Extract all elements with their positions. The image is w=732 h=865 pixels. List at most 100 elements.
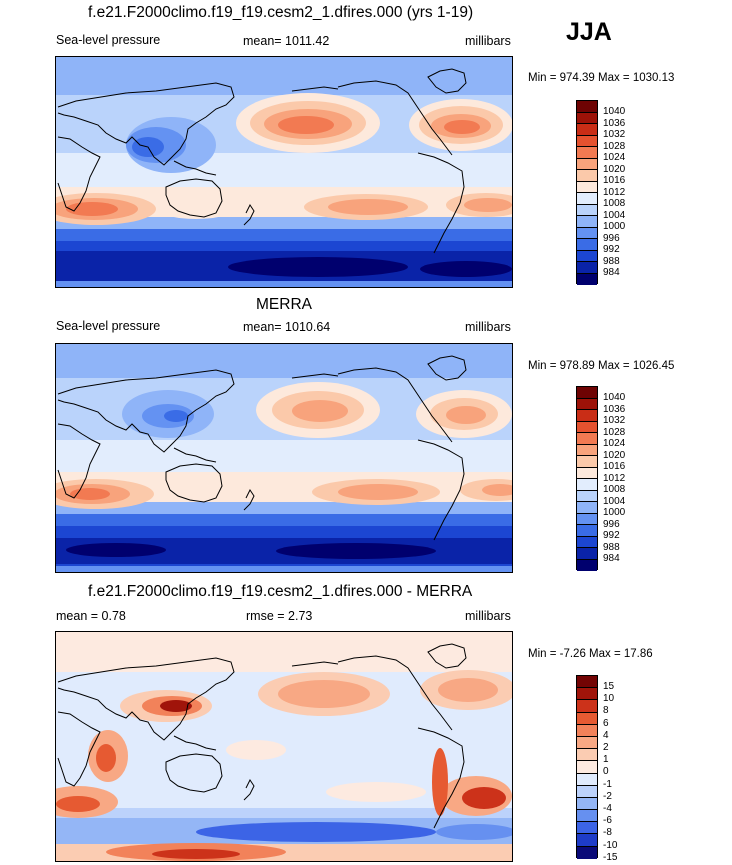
- panel1-cbar-tick: 984: [603, 267, 620, 278]
- panel3-cbar-swatch: [577, 822, 597, 835]
- panel2-indian-high-core: [70, 488, 110, 500]
- panel2-spac-high-core: [338, 484, 418, 500]
- panel3-units-label: millibars: [465, 609, 511, 623]
- panel3-satl-core: [462, 787, 506, 809]
- panel1-cbar-tick: 1000: [603, 221, 626, 232]
- panel2-cbar-swatch: [577, 433, 597, 445]
- panel2-title: MERRA: [256, 296, 312, 313]
- panel2-cbar-swatch: [577, 467, 597, 479]
- panel3-sw-indian-core: [56, 796, 100, 812]
- panel1-indian-high-core: [66, 202, 118, 216]
- panel1-minmax: Min = 974.39 Max = 1030.13: [528, 72, 675, 84]
- panel1-map-svg: [56, 57, 512, 287]
- panel2-mean-label: mean= 1010.64: [243, 320, 331, 334]
- panel3-cbar-tick: 15: [603, 681, 615, 692]
- panel2-cbar-swatch: [577, 456, 597, 468]
- panel3-southern-negative-2: [436, 824, 512, 840]
- panel1-cbar-swatch: [577, 181, 597, 193]
- panel1-cbar-tick: 1004: [603, 209, 626, 221]
- panel3-antarctic-core: [152, 849, 240, 859]
- panel2-cbar-swatch: [577, 387, 597, 399]
- panel2-map: [55, 343, 513, 573]
- panel3-cbar-swatch: [577, 785, 597, 798]
- panel1-cbar-swatch: [577, 170, 597, 182]
- panel2-cbar-swatch: [577, 444, 597, 456]
- panel1-cbar-swatch: [577, 204, 597, 216]
- panel3-cbar-swatch: [577, 834, 597, 847]
- panel2-asian-low-core: [164, 410, 188, 422]
- panel1-cbar-swatch: [577, 227, 597, 239]
- panel3-mean-label: mean = 0.78: [56, 609, 126, 623]
- panel1-cbar-tick: 1040: [603, 106, 626, 117]
- panel2-cbar-tick: 1032: [603, 415, 626, 426]
- panel2-cbar-swatch: [577, 559, 597, 571]
- panel1-cbar-swatch: [577, 273, 597, 285]
- panel3-map-svg: [56, 632, 512, 861]
- panel1-tropical-band: [56, 153, 512, 191]
- panel2-cbar-swatch: [577, 410, 597, 422]
- panel2-cbar-swatch: [577, 479, 597, 491]
- panel2-cbar-swatch: [577, 536, 597, 548]
- panel3-title: f.e21.F2000climo.f19_f19.cesm2_1.dfires.…: [88, 583, 473, 600]
- panel3-cbar-swatch: [577, 749, 597, 762]
- panel2-cbar-tick: 1004: [603, 495, 626, 507]
- panel3-northern-band: [56, 632, 512, 672]
- panel1-cbar-swatch: [577, 262, 597, 274]
- panel3-cbar-swatch: [577, 700, 597, 713]
- panel1-satl-high-core: [464, 198, 512, 212]
- panel2-cbar-tick: 988: [603, 541, 620, 553]
- panel1-cbar-tick: 1008: [603, 198, 626, 209]
- panel1-mean-label: mean= 1011.42: [243, 34, 330, 48]
- panel3-coastlines: [57, 643, 467, 829]
- panel3-cbar-tick: 4: [603, 729, 609, 741]
- panel3-cbar-swatch: [577, 676, 597, 689]
- panel1-cbar-swatch: [577, 135, 597, 147]
- panel1-cbar-swatch: [577, 101, 597, 113]
- panel3-southern-negative: [196, 822, 436, 842]
- panel2-minmax: Min = 978.89 Max = 1026.45: [528, 360, 675, 372]
- panel3-cbar-tick: -4: [603, 803, 612, 814]
- panel1-cbar-swatch: [577, 158, 597, 170]
- panel3-cbar-swatch: [577, 688, 597, 701]
- panel2-map-svg: [56, 344, 512, 572]
- panel3-cbar-swatch: [577, 846, 597, 859]
- panel1-cbar-tick: 1028: [603, 140, 626, 152]
- panel1-map: [55, 56, 513, 288]
- panel3-npac-pos-core: [278, 680, 370, 708]
- panel3-cbar-swatch: [577, 773, 597, 786]
- panel1-cbar-tick: 1016: [603, 175, 626, 186]
- panel2-cbar-tick: 1036: [603, 403, 626, 415]
- panel2-cbar-swatch: [577, 398, 597, 410]
- panel3-cbar-tick: -1: [603, 778, 612, 790]
- panel2-cbar-swatch: [577, 513, 597, 525]
- panel1-title: f.e21.F2000climo.f19_f19.cesm2_1.dfires.…: [88, 4, 474, 21]
- panel1-antarctic-edge: [56, 281, 512, 287]
- panel1-cbar-tick: 1020: [603, 163, 626, 175]
- panel3-colorbar: [576, 675, 598, 859]
- panel3-cbar-swatch: [577, 724, 597, 737]
- panel1-colorbar: [576, 100, 598, 285]
- panel3-spac-weak: [326, 782, 426, 802]
- panel2-cbar-tick: 1012: [603, 472, 626, 484]
- panel1-cbar-swatch: [577, 216, 597, 228]
- panel2-cbar-tick: 1020: [603, 449, 626, 461]
- season-label: JJA: [566, 18, 612, 46]
- panel3-cbar-tick: -10: [603, 839, 618, 851]
- panel3-cbar-swatch: [577, 712, 597, 725]
- panel2-satl-high-core: [482, 484, 512, 496]
- panel3-tibet-core: [160, 700, 192, 712]
- panel3-cbar-tick: 2: [603, 742, 609, 753]
- panel2-cbar-tick: 1024: [603, 438, 626, 449]
- panel1-cbar-swatch: [577, 250, 597, 262]
- panel2-cbar-swatch: [577, 502, 597, 514]
- panel2-cbar-tick: 1028: [603, 426, 626, 438]
- panel1-cbar-tick: 996: [603, 232, 620, 244]
- panel3-cbar-swatch: [577, 761, 597, 774]
- panel2-southern-trough: [276, 543, 436, 559]
- panel3-cbar-tick: -2: [603, 790, 612, 802]
- panel1-cbar-swatch: [577, 239, 597, 251]
- panel1-cbar-tick: 992: [603, 244, 620, 255]
- panel2-cbar-tick: 1016: [603, 461, 626, 472]
- panel2-southern-trough-2: [66, 543, 166, 557]
- panel1-arctic-band: [56, 57, 512, 95]
